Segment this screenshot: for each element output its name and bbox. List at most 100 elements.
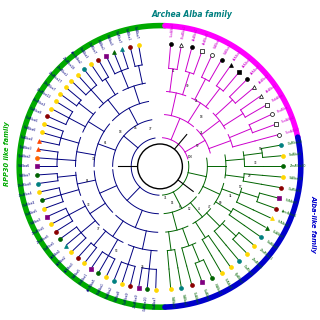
- Text: 54: 54: [86, 179, 89, 183]
- Text: RPP30 like family: RPP30 like family: [4, 121, 10, 186]
- Text: VvAlba2: VvAlba2: [203, 287, 211, 301]
- Text: PabAlba: PabAlba: [271, 93, 284, 103]
- Text: AtAlba1: AtAlba1: [233, 49, 243, 61]
- Text: SbAlba4: SbAlba4: [265, 239, 278, 250]
- Text: OsAlba9: OsAlba9: [124, 292, 131, 306]
- Text: AtAlba3: AtAlba3: [250, 64, 262, 76]
- Text: 93: 93: [115, 249, 118, 253]
- Text: AtAlba2: AtAlba2: [242, 56, 253, 68]
- Text: CsAlba2: CsAlba2: [271, 229, 284, 239]
- Text: 47: 47: [208, 205, 212, 209]
- Text: 77: 77: [148, 127, 152, 131]
- Text: SbAlba4: SbAlba4: [20, 135, 34, 141]
- Text: OsAlba7: OsAlba7: [114, 30, 122, 44]
- Text: SsoAlba3: SsoAlba3: [169, 22, 175, 37]
- Text: 100: 100: [188, 155, 193, 158]
- Text: AmrAlba4: AmrAlba4: [281, 209, 297, 218]
- Text: AcAlba2: AcAlba2: [258, 73, 271, 84]
- Text: 61: 61: [103, 141, 107, 145]
- Text: ZmAlba6: ZmAlba6: [250, 257, 263, 270]
- Text: Archea Alba family: Archea Alba family: [152, 10, 232, 19]
- Text: ZmAlba1: ZmAlba1: [55, 65, 68, 78]
- Text: PtoAlba: PtoAlba: [276, 105, 289, 114]
- Text: PpAlba1: PpAlba1: [18, 145, 32, 150]
- Text: SbAlba3: SbAlba3: [78, 47, 89, 60]
- Text: SlAlba8: SlAlba8: [114, 289, 122, 302]
- Text: VrAlba3: VrAlba3: [285, 198, 298, 205]
- Text: 77: 77: [97, 227, 100, 231]
- Text: ZmAlba18: ZmAlba18: [61, 57, 75, 71]
- Text: 96: 96: [259, 147, 263, 151]
- Text: ZmAlba10: ZmAlba10: [290, 164, 306, 168]
- Text: SlAlba7: SlAlba7: [18, 173, 31, 178]
- Text: 90: 90: [219, 201, 222, 204]
- Text: PtoAlba2: PtoAlba2: [180, 24, 187, 39]
- Text: ZmAlba6: ZmAlba6: [37, 233, 51, 244]
- Text: AmrAlba2: AmrAlba2: [69, 51, 82, 66]
- Text: ZmAlba4: ZmAlba4: [19, 191, 34, 198]
- Text: CsAlba1: CsAlba1: [192, 291, 199, 305]
- Text: SlAlba2: SlAlba2: [213, 37, 222, 50]
- Text: 16: 16: [134, 126, 138, 130]
- Text: 25: 25: [195, 99, 198, 103]
- Text: SsoAlba2: SsoAlba2: [285, 127, 300, 135]
- Text: 17: 17: [239, 185, 242, 189]
- Text: AcAlba3: AcAlba3: [203, 31, 211, 45]
- Text: VvAlba1: VvAlba1: [124, 27, 131, 41]
- Text: PaAlba2: PaAlba2: [105, 286, 113, 300]
- Text: VvAlba7: VvAlba7: [133, 25, 140, 39]
- Text: 33: 33: [87, 203, 90, 207]
- Text: SlAlba1: SlAlba1: [223, 43, 233, 55]
- Text: 30: 30: [186, 84, 189, 88]
- Text: SbAlba6: SbAlba6: [22, 125, 36, 132]
- Text: AtAlba3: AtAlba3: [63, 261, 75, 274]
- Text: AtAlba2: AtAlba2: [56, 255, 68, 267]
- Text: AthAlba5: AthAlba5: [86, 278, 97, 292]
- Text: 18: 18: [199, 116, 203, 119]
- Text: 6: 6: [179, 204, 181, 209]
- Text: 26: 26: [140, 265, 144, 269]
- Text: OsAlba4: OsAlba4: [22, 200, 36, 208]
- Text: ZmAlba17: ZmAlba17: [47, 71, 62, 84]
- Text: 15: 15: [170, 201, 174, 205]
- Text: Alba-like family: Alba-like family: [310, 195, 316, 253]
- Text: 12: 12: [187, 207, 191, 211]
- Text: VrAlba1: VrAlba1: [223, 278, 233, 291]
- Text: ZmAlba9: ZmAlba9: [133, 294, 140, 309]
- Text: PpAlba2: PpAlba2: [17, 155, 31, 159]
- Text: ZmAlba5: ZmAlba5: [32, 226, 46, 236]
- Circle shape: [138, 144, 182, 189]
- Text: OsAlba7: OsAlba7: [87, 42, 97, 55]
- Text: ZnAlba1: ZnAlba1: [78, 273, 89, 286]
- Text: ZmAlba3: ZmAlba3: [32, 97, 46, 107]
- Text: SlAlba2: SlAlba2: [180, 294, 187, 307]
- Text: 71: 71: [164, 196, 167, 200]
- Text: FrAlba3: FrAlba3: [105, 34, 113, 47]
- Text: SbAlba7: SbAlba7: [153, 296, 157, 309]
- Text: 37: 37: [92, 157, 95, 161]
- Text: SlAlba1: SlAlba1: [169, 295, 174, 308]
- Text: SlAlba6: SlAlba6: [18, 164, 30, 168]
- Text: 99: 99: [196, 144, 199, 148]
- Text: 4: 4: [198, 207, 200, 211]
- Text: ZmAlba11: ZmAlba11: [258, 248, 273, 262]
- Text: FrAlba1: FrAlba1: [96, 38, 105, 51]
- Text: ZmAlba7: ZmAlba7: [42, 80, 56, 92]
- Text: SbAlba5: SbAlba5: [25, 209, 39, 217]
- Text: PaAlba1: PaAlba1: [96, 282, 105, 295]
- Text: OsAlba6: OsAlba6: [25, 116, 39, 124]
- Text: FrAlba2: FrAlba2: [213, 283, 222, 296]
- Text: ZmAlba12: ZmAlba12: [35, 87, 51, 100]
- Text: SsoAlba1: SsoAlba1: [281, 115, 296, 124]
- Text: SlAlba10: SlAlba10: [289, 176, 303, 181]
- Text: OsAlba8: OsAlba8: [28, 106, 43, 116]
- Text: OsAlba10: OsAlba10: [143, 295, 148, 311]
- Text: OsAlba1: OsAlba1: [242, 264, 253, 277]
- Text: 29: 29: [247, 174, 251, 178]
- Text: AcAlba4: AcAlba4: [192, 28, 199, 42]
- Text: VrAlba2: VrAlba2: [276, 219, 290, 228]
- Text: AtAlba1: AtAlba1: [50, 248, 62, 259]
- Text: OsAlba5: OsAlba5: [43, 241, 56, 252]
- Text: OsAlba14: OsAlba14: [287, 139, 303, 146]
- Text: OsAlba3: OsAlba3: [287, 187, 301, 193]
